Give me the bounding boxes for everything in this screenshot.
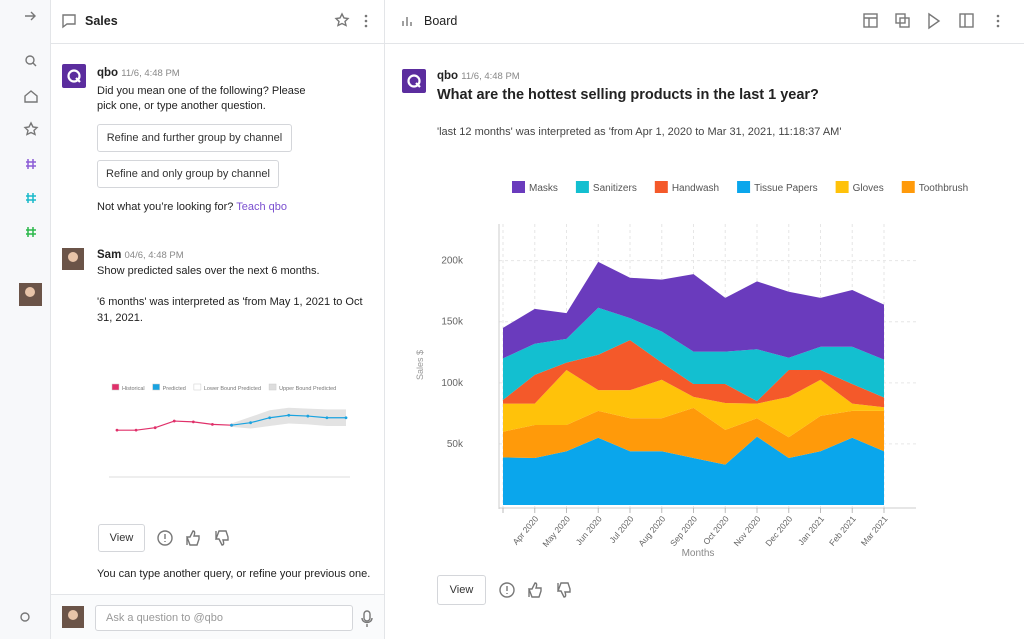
x-tick-label: Jan 2021 (796, 514, 826, 547)
chat-panel: Sales qbo 11/6, 4:48 PM Did you mean one… (51, 0, 385, 639)
author: qbo (437, 70, 459, 82)
y-tick-label: 100k (441, 378, 464, 389)
view-button[interactable]: View (98, 524, 145, 552)
message-text: Did you mean one of the following? Pleas… (97, 85, 306, 112)
option-button[interactable]: Refine and only group by channel (97, 160, 279, 188)
legend-swatch (737, 181, 751, 193)
option-button[interactable]: Refine and further group by channel (97, 124, 292, 152)
board-icon (402, 17, 412, 26)
panel-title: Sales (85, 14, 118, 28)
sidebar (0, 0, 51, 639)
fallback-text: Not what you’re looking for? (97, 201, 234, 213)
legend-swatch (901, 181, 915, 193)
legend-swatch (835, 181, 849, 193)
y-tick-label: 200k (441, 256, 464, 267)
legend-swatch (512, 181, 525, 193)
x-tick-label: Dec 2020 (763, 514, 794, 549)
legend-label: Sanitizers (593, 183, 637, 194)
qbo-avatar (402, 69, 426, 93)
user-avatar (62, 248, 84, 270)
view-button[interactable]: View (437, 575, 486, 605)
board-actions[interactable] (863, 12, 1013, 30)
message-header: Sam 04/6, 4:48 PM (97, 249, 184, 261)
x-tick-label: Jun 2020 (574, 514, 604, 547)
x-tick-label: May 2020 (540, 514, 572, 549)
legend-swatch (575, 181, 589, 193)
area (503, 307, 884, 402)
area (503, 340, 884, 408)
feedback-icons[interactable] (497, 580, 577, 600)
question: What are the hottest selling products in… (437, 87, 819, 103)
legend-label: Toothbrush (919, 183, 968, 194)
user-avatar (62, 606, 84, 628)
header-actions[interactable] (333, 12, 373, 30)
x-tick-label: Jul 2020 (607, 514, 635, 545)
author: qbo (97, 67, 119, 79)
hint: You can type another query, or refine yo… (97, 568, 371, 580)
x-tick-label: Apr 2020 (510, 514, 540, 547)
interpretation: 'last 12 months' was interpreted as 'fro… (437, 126, 842, 138)
x-tick-label: Feb 2021 (827, 514, 858, 548)
chat-icon (62, 14, 76, 29)
area (503, 369, 884, 438)
qbo-avatar (62, 64, 86, 88)
board-header: Board (385, 0, 1024, 44)
timestamp: 11/6, 4:48 PM (121, 68, 180, 79)
legend-label: Gloves (853, 183, 884, 194)
legend-label: Tissue Papers (754, 183, 818, 194)
x-tick-label: Aug 2020 (636, 514, 667, 549)
x-tick-label: Oct 2020 (701, 514, 731, 547)
timestamp: 11/6, 4:48 PM (461, 71, 520, 82)
author: Sam (97, 249, 122, 261)
x-axis-label: Months (682, 548, 715, 559)
message-header: qbo 11/6, 4:48 PM (437, 70, 520, 82)
message-text: Show predicted sales over the next 6 mon… (97, 265, 320, 277)
timestamp: 04/6, 4:48 PM (124, 250, 184, 261)
x-tick-label: Mar 2021 (859, 514, 890, 548)
fallback: Not what you’re looking for? Teach qbo (97, 201, 287, 213)
y-tick-label: 50k (447, 439, 464, 450)
legend-swatch (654, 181, 668, 193)
area (503, 407, 884, 465)
chat-header: Sales (51, 0, 384, 44)
area (503, 261, 884, 360)
y-axis-label: Sales $ (415, 350, 425, 380)
message-header: qbo 11/6, 4:48 PM (97, 67, 180, 79)
mic-icon[interactable] (360, 610, 374, 628)
y-tick-label: 150k (441, 317, 464, 328)
legend-label: Handwash (672, 183, 719, 194)
x-tick-label: Nov 2020 (731, 514, 762, 549)
x-tick-label: Sep 2020 (668, 514, 699, 549)
area (503, 436, 884, 505)
feedback-icons[interactable] (155, 528, 235, 548)
input-bar: Ask a question to @qbo (51, 594, 384, 639)
interpretation: '6 months' was interpreted as 'from May … (97, 296, 363, 324)
query-input[interactable]: Ask a question to @qbo (95, 605, 353, 631)
teach-link[interactable]: Teach qbo (236, 201, 287, 213)
sidebar-icons (19, 11, 42, 622)
legend-label: Masks (529, 183, 558, 194)
board-title: Board (424, 14, 458, 28)
